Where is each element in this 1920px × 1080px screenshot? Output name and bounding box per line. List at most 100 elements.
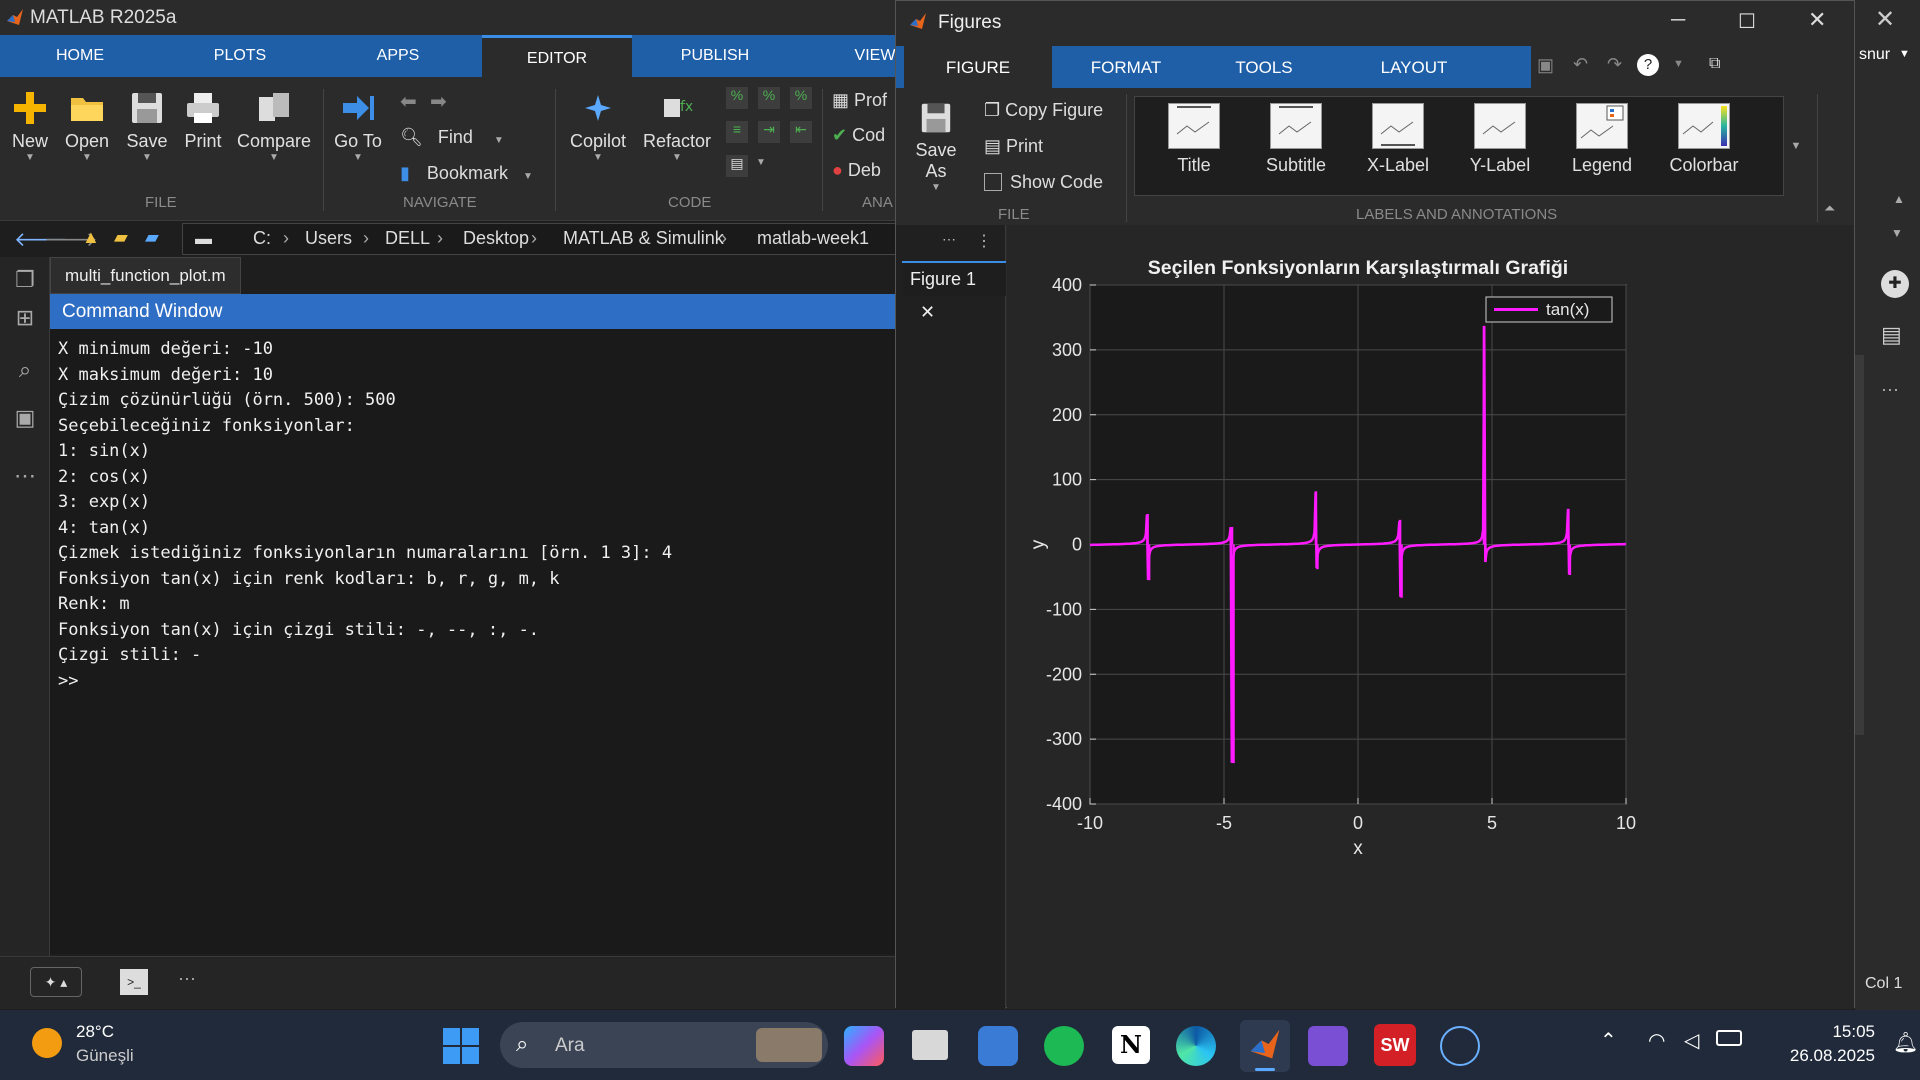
edge-browser-icon[interactable] [1176, 1026, 1216, 1066]
close-icon[interactable]: ✕ [920, 302, 936, 322]
new-button[interactable]: New ▼ [8, 89, 52, 163]
solidworks-icon[interactable]: SW [1374, 1024, 1416, 1066]
chart-svg[interactable]: -10 -5 0 5 10 400 300 200 100 0 -100 -200 -300 -400 Se… [1007, 225, 1854, 1009]
scrollbar[interactable] [1855, 355, 1864, 735]
file-explorer-app-icon[interactable] [978, 1026, 1018, 1066]
uncomment-icon[interactable]: % [758, 87, 780, 109]
breadcrumb-matlab-simulink[interactable]: MATLAB & Simulink [563, 228, 724, 248]
tab-home[interactable]: HOME [56, 47, 104, 64]
forward-icon[interactable]: 🡒 [44, 229, 98, 251]
help-icon[interactable]: ? [1637, 54, 1659, 76]
print-button[interactable]: Print [178, 89, 228, 152]
scroll-up-icon[interactable]: ▲ [1893, 192, 1905, 206]
history-panel-icon[interactable]: ▣ [14, 405, 36, 430]
command-prompt[interactable]: >> [58, 670, 79, 691]
more-icon[interactable]: ⋯ [1881, 380, 1899, 400]
chevron-down-icon[interactable]: ▼ [1673, 58, 1684, 70]
compare-button[interactable]: Compare ▼ [234, 89, 314, 163]
undo-icon[interactable]: ↶ [1573, 54, 1589, 74]
percent-icon[interactable]: % [726, 87, 748, 109]
browse-icon[interactable]: ▰ [145, 227, 159, 247]
matlab-taskbar-button[interactable] [1240, 1020, 1290, 1072]
gallery-xlabel-button[interactable]: X-Label [1353, 103, 1443, 176]
indent-icon[interactable]: ⇥ [758, 121, 780, 143]
compass-icon[interactable]: ✚ [1881, 270, 1909, 298]
breadcrumb-dell[interactable]: DELL [385, 228, 431, 248]
terminal-icon[interactable]: >_ [120, 969, 148, 995]
command-window[interactable]: X minimum değeri: -10 X maksimum değeri:… [50, 329, 900, 954]
maximize-icon[interactable]: ☐ [1738, 11, 1756, 33]
tab-apps[interactable]: APPS [376, 47, 420, 64]
breadcrumb-c[interactable]: C: [253, 228, 271, 248]
tab-editor[interactable]: EDITOR [482, 35, 632, 77]
file-tab[interactable]: multi_function_plot.m [50, 257, 241, 294]
tab-view[interactable]: VIEW [854, 47, 896, 64]
save-button[interactable]: Save ▼ [122, 89, 172, 163]
drag-handle-icon[interactable]: ⋯ [942, 231, 956, 247]
search-box[interactable]: ⌕ Ara [500, 1022, 828, 1068]
open-button[interactable]: Open ▼ [62, 89, 112, 163]
copilot-app-icon[interactable] [844, 1026, 884, 1066]
gallery-legend-button[interactable]: Legend [1557, 103, 1647, 176]
undock-icon[interactable]: ⧉ [1709, 55, 1721, 72]
gallery-ylabel-button[interactable]: Y-Label [1455, 103, 1545, 176]
tab-figure[interactable]: FIGURE [904, 46, 1052, 88]
chevron-up-icon[interactable]: ⌃ [1600, 1030, 1617, 1052]
outdent-icon[interactable]: ⇤ [790, 121, 812, 143]
more-icon[interactable]: ⋯ [178, 969, 196, 989]
save-as-button[interactable]: Save As ▼ [904, 100, 968, 193]
visual-studio-icon[interactable] [1308, 1026, 1348, 1066]
app-atom-icon[interactable] [1440, 1026, 1480, 1066]
breadcrumb-matlab-week1[interactable]: matlab-week1 [757, 228, 870, 248]
code-analyzer-button[interactable]: ✔ Cod [832, 125, 885, 146]
close-icon[interactable]: ✕ [1808, 7, 1827, 32]
weather-text[interactable]: Güneşli [76, 1046, 134, 1065]
collapse-ribbon-icon[interactable]: ⏶ [1824, 200, 1836, 216]
more-icon[interactable]: ⋯ [14, 463, 36, 488]
close-main-icon[interactable]: ✕ [1875, 6, 1896, 33]
profiler-button[interactable]: ▦ Prof [832, 90, 887, 111]
weather-sun-icon[interactable] [32, 1028, 62, 1058]
add-panel-button[interactable]: ✦ ▴ [30, 967, 82, 997]
search-files-icon[interactable]: ⌕ [18, 357, 32, 382]
save-icon[interactable]: ▣ [1537, 55, 1555, 75]
chevron-down-icon[interactable]: ▼ [1899, 48, 1910, 60]
redo-icon[interactable]: ↷ [1607, 54, 1623, 74]
clock-date[interactable]: 26.08.2025 [1789, 1046, 1875, 1065]
breadcrumb-users[interactable]: Users [305, 228, 353, 248]
workspace-panel-icon[interactable]: ⊞ [15, 305, 35, 330]
gallery-subtitle-button[interactable]: Subtitle [1251, 103, 1341, 176]
refactor-button[interactable]: fx Refactor ▼ [640, 89, 714, 163]
find-button[interactable]: 🔍︎ Find ▼ [400, 127, 504, 148]
minimize-icon[interactable]: ─ [1671, 9, 1686, 31]
tab-layout[interactable]: LAYOUT [1380, 58, 1448, 77]
tab-publish[interactable]: PUBLISH [680, 47, 750, 64]
bookmark-button[interactable]: ▮ Bookmark ▼ [400, 163, 533, 184]
show-code-checkbox[interactable]: Show Code [984, 172, 1103, 193]
notion-icon[interactable]: N [1112, 1026, 1150, 1064]
copilot-button[interactable]: Copilot ▼ [565, 89, 631, 163]
gallery-colorbar-button[interactable]: Colorbar [1659, 103, 1749, 176]
spotify-icon[interactable] [1044, 1026, 1084, 1066]
tab-plots[interactable]: PLOTS [213, 47, 267, 64]
wrap-comment-icon[interactable]: % [790, 87, 812, 109]
task-view-icon[interactable] [912, 1030, 948, 1060]
notification-bell-icon[interactable]: 🔔︎ [1893, 1032, 1919, 1054]
wifi-icon[interactable]: ◠ [1648, 1030, 1666, 1052]
browse-folder-icon[interactable]: ▰ [114, 227, 128, 247]
files-panel-icon[interactable]: ❐ [15, 267, 35, 292]
tab-format[interactable]: FORMAT [1090, 58, 1162, 77]
code-format-icon[interactable]: ▤ [726, 155, 748, 177]
forward-arrow-icon[interactable]: ➡ [430, 91, 447, 113]
figure1-tab[interactable]: Figure 1 ✕ [902, 261, 1006, 322]
back-icon[interactable]: 🡐 [14, 229, 68, 251]
gallery-expand-icon[interactable]: ▼ [1786, 96, 1806, 196]
clock-time[interactable]: 15:05 [1832, 1022, 1875, 1041]
property-inspector-icon[interactable]: ▤ [1881, 322, 1902, 347]
temperature[interactable]: 28°C [76, 1022, 114, 1041]
smart-indent-icon[interactable]: ≡ [726, 121, 748, 143]
options-icon[interactable]: ⋮ [976, 233, 992, 250]
print-figure-button[interactable]: ▤ Print [984, 136, 1043, 157]
path-field[interactable]: ▬ C: › Users › DELL › Desktop › MATLAB &… [182, 223, 900, 255]
copy-figure-button[interactable]: ❐ Copy Figure [984, 100, 1103, 121]
